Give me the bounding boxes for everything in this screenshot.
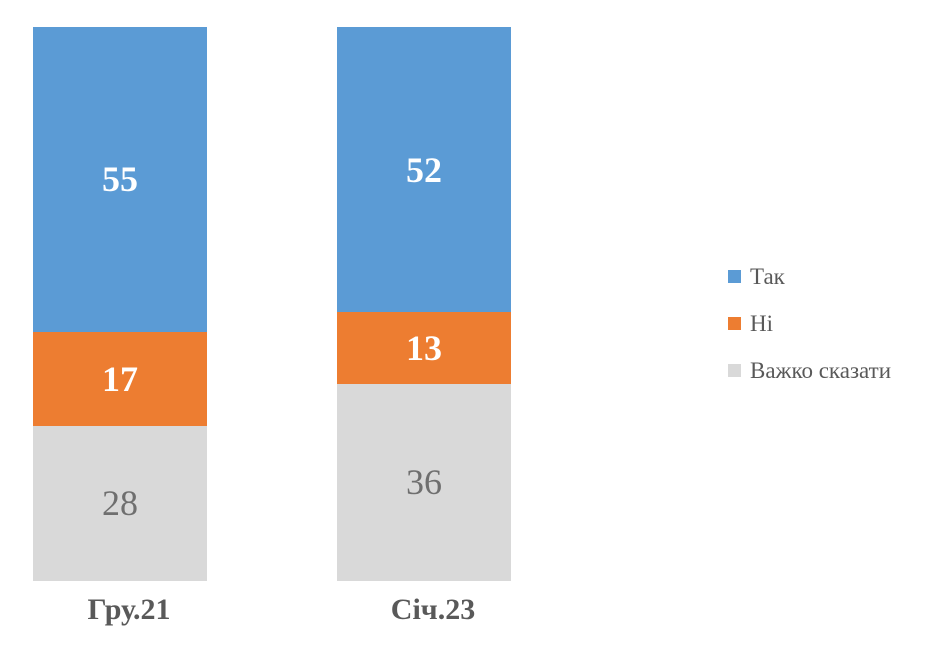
legend-swatch-tak-icon xyxy=(728,270,741,283)
category-label-gru21: Гру.21 xyxy=(87,593,171,626)
legend-item-ni: Ні xyxy=(728,300,891,347)
legend-swatch-vazhko-icon xyxy=(728,364,741,377)
bar-segment-tak-sich23: 52 xyxy=(337,27,511,313)
bar-segment-vazhko-sich23: 36 xyxy=(337,383,511,582)
legend-swatch-ni-icon xyxy=(728,317,741,330)
data-label-vazhko-gru21: 28 xyxy=(102,483,138,524)
legend-item-vazhko: Важко сказати xyxy=(728,347,891,394)
legend: Так Ні Важко сказати xyxy=(728,253,891,394)
data-label-vazhko-sich23: 36 xyxy=(406,462,442,503)
bar-segment-ni-gru21: 17 xyxy=(33,331,207,426)
bar-segment-vazhko-gru21: 28 xyxy=(33,425,207,582)
data-label-ni-gru21: 17 xyxy=(102,358,138,399)
legend-label-vazhko: Важко сказати xyxy=(750,358,891,383)
legend-label-tak: Так xyxy=(750,264,785,289)
data-label-ni-sich23: 13 xyxy=(406,327,442,368)
data-label-tak-gru21: 55 xyxy=(102,159,138,200)
bar-segment-tak-gru21: 55 xyxy=(33,27,207,332)
bar-segment-ni-sich23: 13 xyxy=(337,312,511,384)
stacked-bar-gru21: 55 17 28 xyxy=(33,27,207,582)
category-label-sich23: Січ.23 xyxy=(390,593,476,626)
stacked-bar-sich23: 52 13 36 xyxy=(337,27,511,582)
legend-label-ni: Ні xyxy=(750,311,773,336)
data-label-tak-sich23: 52 xyxy=(406,149,442,190)
legend-item-tak: Так xyxy=(728,253,891,300)
